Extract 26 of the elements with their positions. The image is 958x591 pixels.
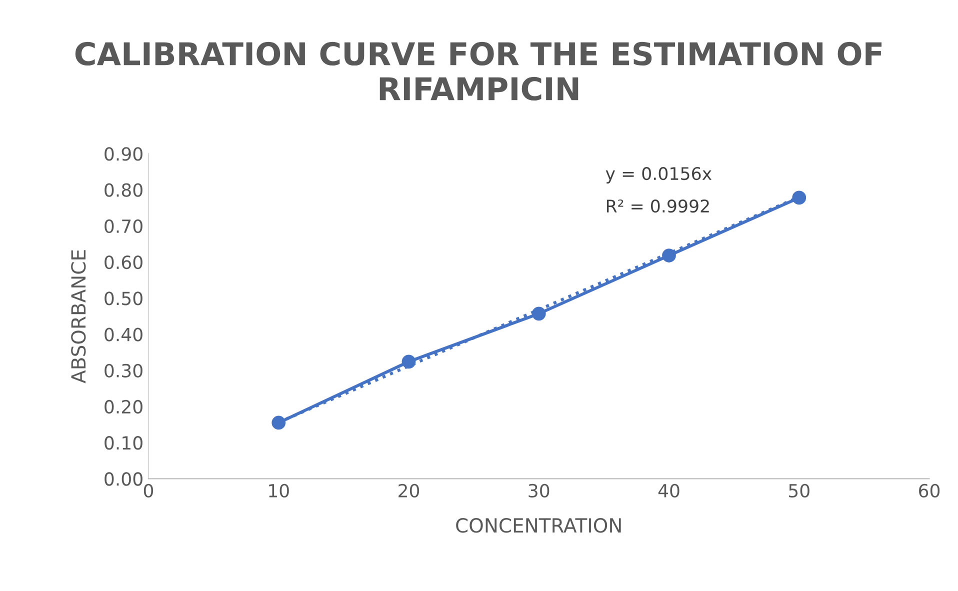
y-tick-label: 0.20 [104, 400, 142, 414]
annotation: y = 0.0156x [606, 166, 712, 184]
chart-title: CALIBRATION CURVE FOR THE ESTIMATION OF RIFAMPICIN [75, 42, 882, 101]
y-tick-label: 0.10 [104, 436, 142, 450]
x-tick-label: 40 [658, 484, 680, 498]
x-tick-label: 50 [789, 484, 810, 498]
x-axis-title: CONCENTRATION [456, 518, 621, 533]
y-tick-label: 0.80 [104, 183, 142, 197]
y-tick-label: 0.40 [104, 328, 142, 342]
y-axis-title: ABSORBANCE [71, 250, 86, 384]
y-tick-label: 0.50 [104, 292, 142, 306]
x-tick-label: 10 [269, 484, 289, 498]
x-tick-label: 20 [398, 484, 420, 498]
y-tick-label: 0.30 [104, 364, 142, 378]
point [792, 190, 806, 205]
x-tick-label: 30 [528, 484, 550, 498]
y-tick-label: 0.70 [104, 219, 142, 234]
point [272, 416, 286, 430]
y-tick-label: 0.00 [104, 472, 142, 486]
point [532, 306, 546, 321]
y-tick-label: 0.60 [104, 255, 142, 270]
x-tick-label: 60 [919, 484, 940, 498]
y-tick-label: 0.90 [104, 147, 142, 161]
x-tick-label: 0 [144, 484, 154, 498]
point [662, 248, 676, 262]
annotation: R² = 0.9992 [606, 199, 709, 213]
